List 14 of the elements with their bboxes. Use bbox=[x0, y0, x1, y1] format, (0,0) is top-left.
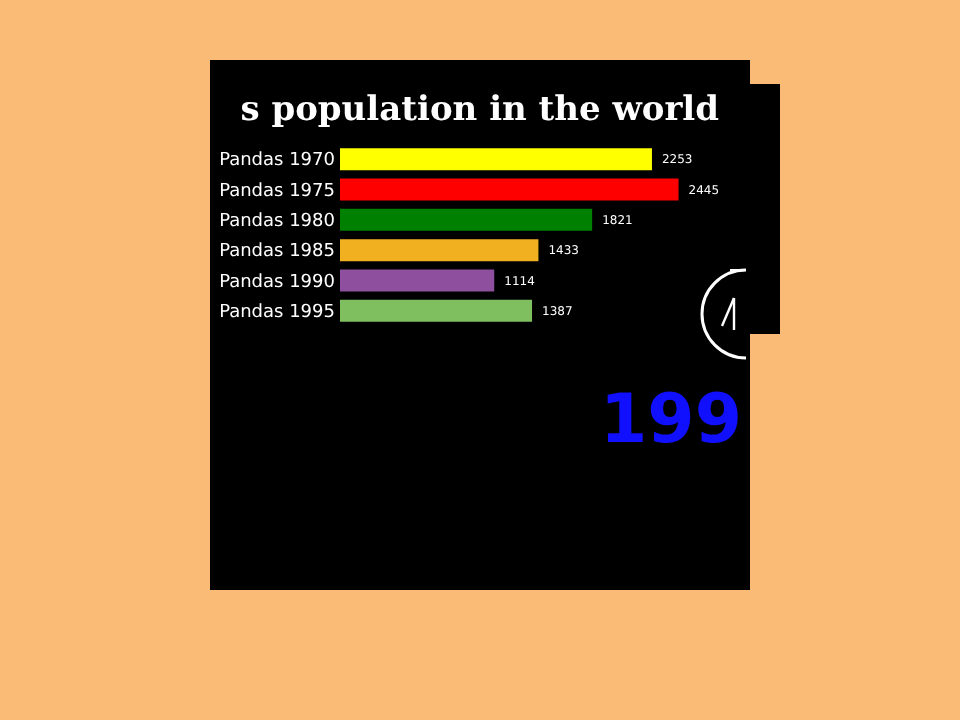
bar bbox=[340, 239, 539, 262]
chart-title: s population in the world bbox=[240, 90, 720, 130]
y-tick-label: Pandas 1995 bbox=[219, 302, 335, 323]
bar bbox=[340, 148, 652, 171]
bar bbox=[340, 208, 593, 231]
y-tick-label: Pandas 1985 bbox=[219, 242, 335, 263]
bar bbox=[340, 178, 679, 201]
text: 199 bbox=[600, 380, 742, 460]
bar bbox=[340, 299, 533, 322]
y-tick-label: Pandas 1980 bbox=[219, 211, 336, 232]
y-tick-label: Pandas 1990 bbox=[219, 272, 336, 293]
y-tick-label: Pandas 1975 bbox=[219, 181, 335, 202]
bar bbox=[340, 269, 495, 292]
y-tick-label: Pandas 1970 bbox=[219, 151, 336, 172]
